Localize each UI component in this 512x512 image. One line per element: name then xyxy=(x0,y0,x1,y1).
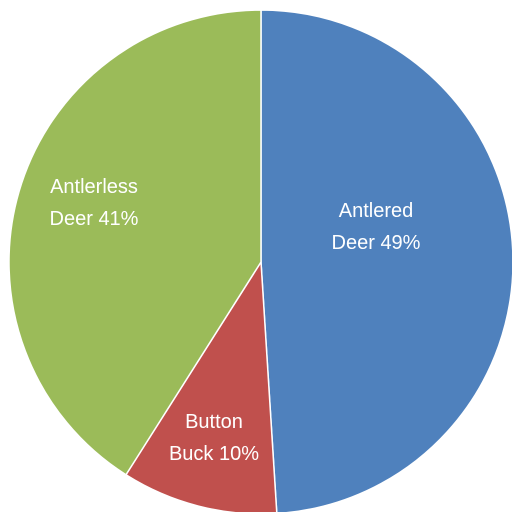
pie-slice-0 xyxy=(260,9,512,512)
pie-slice-2 xyxy=(8,9,262,476)
slice-label-2: Antlerless Deer 41% xyxy=(50,176,139,230)
slice-label-line: Antlered xyxy=(339,200,414,222)
slice-label-line: Antlerless xyxy=(50,176,138,198)
slice-label-line: Deer 41% xyxy=(50,208,139,230)
slice-label-0: Antlered Deer 49% xyxy=(332,200,421,254)
slice-label-1: Button Buck 10% xyxy=(169,411,259,465)
slice-label-line: Button xyxy=(185,411,243,433)
slice-label-line: Buck 10% xyxy=(169,443,259,465)
slice-label-line: Deer 49% xyxy=(332,232,421,254)
pie-slice-1 xyxy=(124,259,278,512)
